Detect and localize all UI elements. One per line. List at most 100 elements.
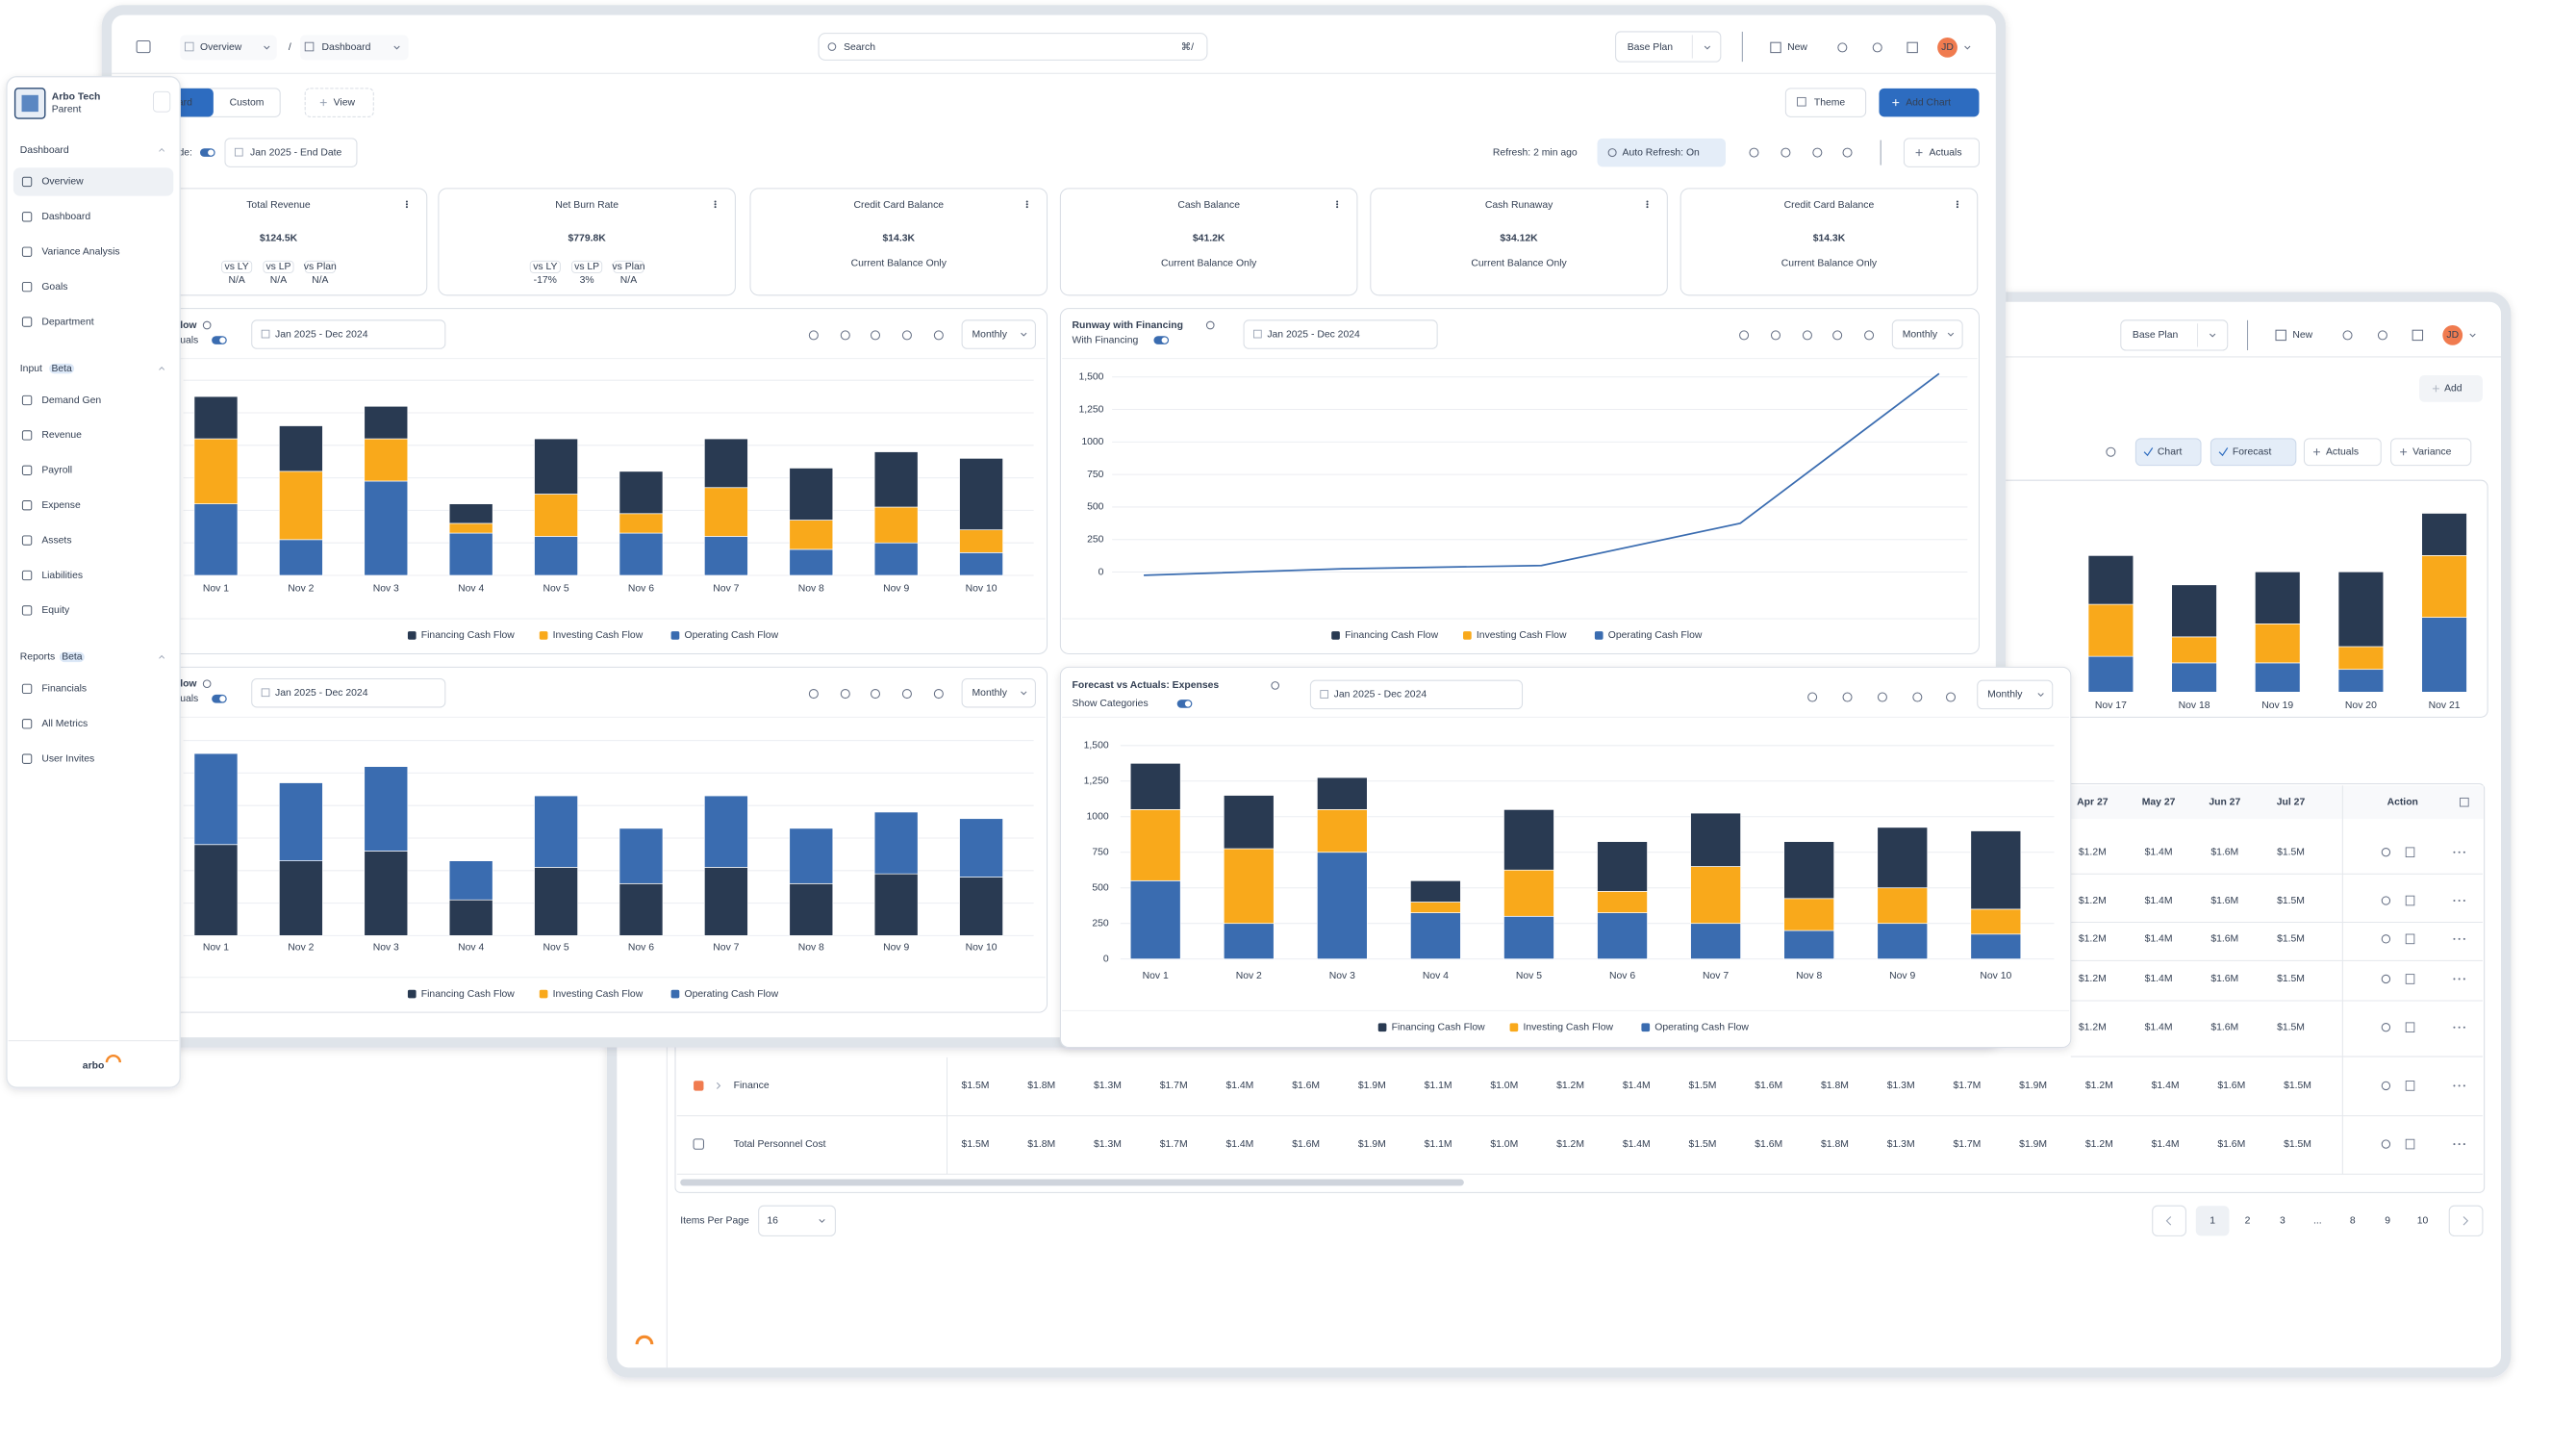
toolbar-button[interactable] [2210,438,2297,467]
bar [1503,915,1554,960]
y-tick-label: 1,500 [1084,741,1109,751]
nav-item[interactable]: Assets [41,535,71,546]
period-text: Monthly [1987,690,2023,700]
bar [1877,827,1929,889]
bar [619,532,664,576]
prev-page[interactable] [2152,1205,2186,1236]
nav-item[interactable]: User Invites [41,753,94,764]
period-text: Monthly [972,688,1008,699]
period-select[interactable] [961,677,1036,708]
page-number[interactable]: 2 [2245,1216,2251,1227]
period-select[interactable] [1977,679,2054,710]
page-number[interactable]: 3 [2280,1216,2286,1227]
company-logo-mark [21,94,38,113]
breadcrumb-item [180,35,277,61]
date-picker[interactable] [224,138,358,167]
nav-item[interactable]: Variance Analysis [41,246,119,257]
company-role: Parent [52,104,82,115]
page-number[interactable]: 10 [2417,1216,2429,1227]
date-picker[interactable] [1309,679,1524,710]
breadcrumb-text[interactable]: Overview [200,42,242,53]
actuals-button[interactable] [1903,138,1980,167]
bar [2421,617,2467,693]
toolbar-text: Forecast [2233,446,2272,457]
nav-icon [21,570,33,581]
page-number[interactable]: 8 [2350,1216,2356,1227]
search-box[interactable] [818,33,1208,61]
add-view-button[interactable] [304,88,374,117]
legend-swatch [539,631,548,640]
period-select[interactable] [1891,319,1963,349]
nav-item[interactable]: Equity [41,605,70,616]
period-select[interactable] [961,319,1036,349]
add-chart-text: Add Chart [1906,97,1951,108]
avatar [1937,38,1957,58]
chevron [2037,693,2044,698]
nav-icon [21,500,33,511]
toggle-knob [208,149,215,156]
toolbar-icon [1780,147,1791,158]
more-dot [1336,203,1339,206]
nav-item[interactable]: Goals [41,282,67,293]
nav-item[interactable]: Payroll [41,466,72,476]
add-chart-button[interactable] [1879,88,1980,117]
tab[interactable]: Custom [230,97,265,108]
new-button[interactable]: New [2292,330,2312,341]
cell: $1.4M [1225,1081,1253,1091]
nav-item[interactable]: Overview [41,177,84,188]
search-icon [827,42,837,51]
new-button[interactable]: New [1787,42,1807,53]
nav-item[interactable]: Revenue [41,430,82,441]
auto-refresh-button[interactable] [1597,138,1726,167]
plan-select[interactable] [2120,319,2229,351]
cell: $1.6M [2217,1081,2245,1091]
date-picker[interactable] [251,319,446,349]
nav-item[interactable]: Expense [41,500,81,511]
page-size-select[interactable] [758,1205,836,1236]
more-dot [2462,899,2465,903]
toolbar-button[interactable] [2303,438,2382,467]
add-button[interactable] [2419,375,2483,402]
breadcrumb-text[interactable]: Dashboard [322,42,371,53]
kpi-chip [529,260,561,273]
cell: $1.3M [1094,1081,1122,1091]
page-number[interactable]: ... [2313,1216,2322,1227]
chart-subtitle: Show Categories [1073,699,1149,709]
new-icon [2275,329,2286,342]
row-checkbox[interactable] [693,1138,704,1150]
date-picker[interactable] [251,677,446,708]
toolbar-text: Chart [2158,446,2183,457]
chart-title: Runway with Financing [1073,320,1183,331]
tab[interactable]: ard [178,97,192,108]
nav-item[interactable]: Financials [41,684,87,695]
page-icon [184,41,194,52]
collapse-button[interactable] [153,90,171,113]
page-number[interactable]: 1 [2210,1216,2215,1227]
x-tick-label: Nov 10 [966,942,998,953]
toolbar-button[interactable] [2390,438,2472,467]
bar [278,471,323,541]
star-icon [2381,934,2391,944]
kpi-chip-label: vs LY [533,262,557,272]
nav-item[interactable]: Liabilities [41,571,83,581]
nav-item[interactable]: Dashboard [41,212,90,222]
nav-item[interactable]: All Metrics [41,719,88,729]
bar [1877,923,1929,960]
nav-item[interactable]: Demand Gen [41,395,101,406]
toolbar-text: Actuals [2326,446,2359,457]
bar [534,867,578,936]
legend-swatch [539,989,548,999]
date-picker[interactable] [1243,319,1438,349]
more-dot [1025,203,1028,206]
page-number[interactable]: 9 [2385,1216,2390,1227]
x-tick-label: Nov 4 [458,584,484,595]
nav-item-active [13,167,174,196]
nav-icon [21,317,33,327]
theme-button[interactable] [1784,88,1867,117]
nav-item[interactable]: Department [41,317,93,327]
plan-select[interactable] [1615,31,1722,63]
toolbar-button[interactable] [2134,438,2202,467]
more-dot [2453,1084,2456,1087]
next-page[interactable] [2448,1205,2484,1236]
